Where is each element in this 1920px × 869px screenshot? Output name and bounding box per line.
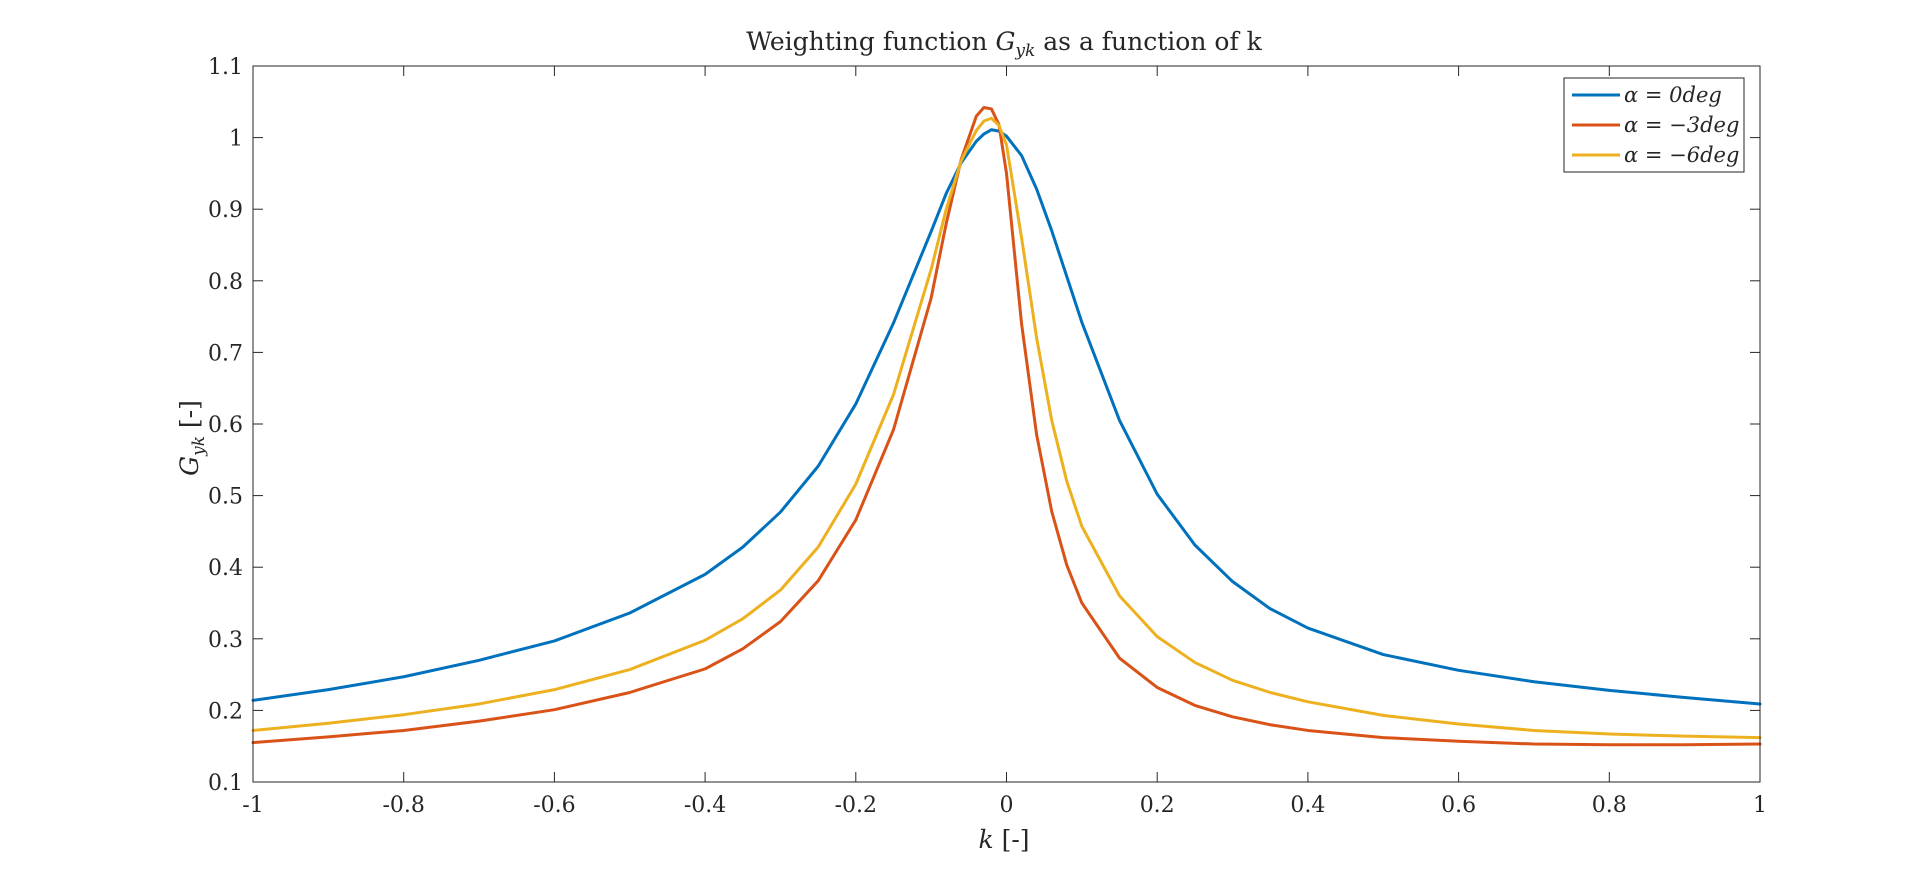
legend: α = 0deg α = −3deg α = −6deg <box>1563 77 1745 173</box>
x-axis-label: k [-] <box>978 825 1029 854</box>
y-tick-label: 0.8 <box>208 270 243 295</box>
y-tick-label: 0.3 <box>208 628 243 653</box>
y-tick-label: 1 <box>229 127 243 152</box>
y-tick-label: 1.1 <box>208 55 243 80</box>
x-tick-label: 0 <box>1000 793 1014 818</box>
x-tick-label: 1 <box>1753 793 1767 818</box>
x-tick-label: -0.4 <box>684 793 726 818</box>
legend-label-alpha-0: α = 0deg <box>1624 83 1722 107</box>
y-tick-label: 0.1 <box>208 771 243 796</box>
y-tick-label: 0.7 <box>208 341 243 366</box>
x-tick-label: 0.4 <box>1290 793 1325 818</box>
y-tick-label: 0.5 <box>208 485 243 510</box>
legend-label-alpha-minus-3: α = −3deg <box>1624 113 1739 137</box>
x-tick-label: -0.8 <box>382 793 424 818</box>
plot-area: -1 -0.8 -0.6 -0.4 -0.2 0 0.2 0.4 0.6 0.8 1 0.1 0.2 0.… <box>208 55 1767 818</box>
y-tick-label: 0.2 <box>208 699 243 724</box>
x-tick-label: -1 <box>242 793 263 818</box>
y-tick-label: 0.9 <box>208 198 243 223</box>
x-tick-label: 0.6 <box>1441 793 1476 818</box>
y-tick-label: 0.4 <box>208 556 243 581</box>
x-tick-label: -0.2 <box>835 793 877 818</box>
x-tick-label: 0.2 <box>1140 793 1175 818</box>
series-line-2 <box>251 116 1762 740</box>
chart-title: Weighting function Gyk as a function of … <box>746 27 1262 61</box>
x-tick-label: 0.8 <box>1592 793 1627 818</box>
x-tick-label: -0.6 <box>533 793 575 818</box>
y-axis-label: Gyk [-] <box>175 400 209 476</box>
y-tick-label: 0.6 <box>208 413 243 438</box>
legend-label-alpha-minus-6: α = −6deg <box>1624 143 1739 167</box>
